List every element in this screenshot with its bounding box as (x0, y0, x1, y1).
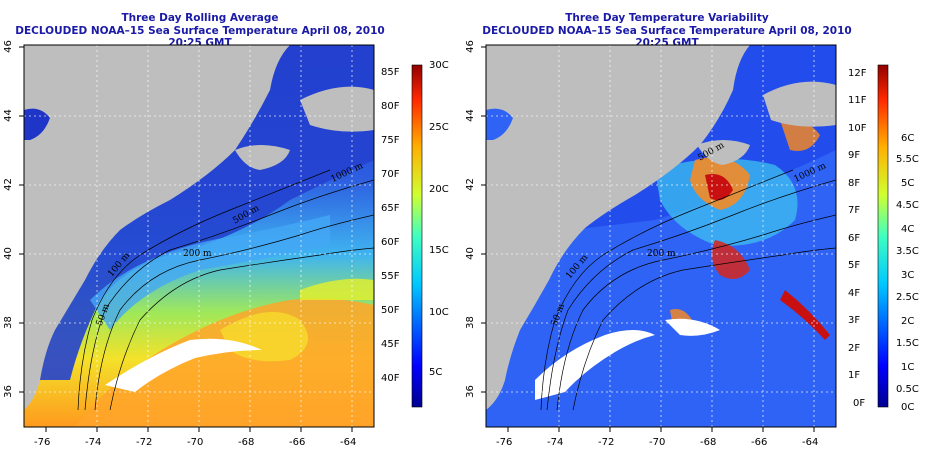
colorbar-c-label: 3C (901, 270, 915, 281)
axis-ticks (19, 46, 353, 432)
x-tick-label: -70 (187, 437, 204, 448)
graticule (24, 45, 374, 427)
colorbar-f-label: 85F (381, 67, 400, 78)
sst-variability-panel: Three Day Temperature Variability DECLOU… (465, 0, 950, 475)
colorbar-c-label: 5.5C (896, 154, 919, 165)
x-tick-label: -74 (547, 437, 564, 448)
colorbar-c-label: 5C (429, 367, 443, 378)
y-tick-label: 46 (464, 40, 476, 53)
colorbar-f-label: 3F (848, 315, 861, 326)
land-nova-scotia (300, 86, 374, 132)
colorbar-c-label: 0C (901, 402, 915, 413)
x-tick-label: -70 (649, 437, 666, 448)
colorbar-f-label: 1F (848, 370, 861, 381)
x-tick-label: -76 (34, 437, 51, 448)
colorbar-c-label: 4C (901, 224, 915, 235)
colorbar-c-label: 3.5C (896, 246, 919, 257)
colorbar-f-label: 12F (848, 68, 867, 79)
x-tick-label: -76 (496, 437, 513, 448)
missing-data-area (535, 330, 655, 400)
colorbar-f-label: 80F (381, 101, 400, 112)
x-tick-label: -72 (136, 437, 153, 448)
sst-average-panel: Three Day Rolling Average DECLOUDED NOAA… (2, 12, 449, 448)
colorbar-f-label: 60F (381, 237, 400, 248)
colorbar-c-label: 0.5C (896, 384, 919, 395)
y-tick-label: 36 (2, 385, 14, 398)
y-tick-label: 44 (2, 109, 14, 122)
colorbar-f-label: 10F (848, 123, 867, 134)
colorbar-f-label: 8F (848, 178, 861, 189)
y-tick-label: 42 (464, 178, 476, 191)
y-tick-label: 36 (464, 385, 476, 398)
y-tick-label: 42 (2, 178, 14, 191)
variability-colorbar (877, 64, 889, 408)
land-cape (235, 145, 290, 170)
x-tick-label: -74 (85, 437, 102, 448)
land-mass (486, 45, 750, 410)
colorbar-f-label: 2F (848, 343, 861, 354)
colorbar-f-label: 40F (381, 373, 400, 384)
missing-data-area (105, 338, 262, 392)
colorbar-f-label: 70F (381, 169, 400, 180)
colorbar-c-label: 1C (901, 362, 915, 373)
colorbar-c-label: 25C (429, 122, 449, 133)
x-tick-label: -64 (340, 437, 357, 448)
y-tick-label: 38 (2, 316, 14, 329)
contour-200m (94, 214, 374, 411)
colorbar-f-label: 0F (853, 398, 866, 409)
y-tick-label: 40 (2, 247, 14, 260)
sst-variability-map (481, 44, 889, 432)
colorbar-c-label: 15C (429, 245, 449, 256)
colorbar-c-label: 10C (429, 307, 449, 318)
colorbar-f-label: 7F (848, 205, 861, 216)
x-tick-label: -66 (289, 437, 306, 448)
x-tick-label: -72 (598, 437, 615, 448)
y-tick-label: 40 (464, 247, 476, 260)
colorbar-c-label: 5C (901, 178, 915, 189)
temperature-colorbar (411, 64, 423, 408)
colorbar-f-label: 11F (848, 95, 867, 106)
colorbar-f-label: 75F (381, 135, 400, 146)
x-tick-label: -66 (751, 437, 768, 448)
graticule (486, 45, 836, 427)
colorbar-f-label: 5F (848, 260, 861, 271)
contour-label: 200 m (183, 249, 212, 259)
colorbar-c-label: 4.5C (896, 200, 919, 211)
land-mass (24, 45, 290, 410)
map-title: Three Day Rolling Average (121, 12, 279, 24)
colorbar-f-label: 55F (381, 271, 400, 282)
colorbar-c-label: 1.5C (896, 338, 919, 349)
colorbar-c-label: 20C (429, 184, 449, 195)
colorbar-c-label: 30C (429, 60, 449, 71)
colorbar-f-label: 6F (848, 233, 861, 244)
contour-label: 200 m (647, 249, 676, 259)
y-tick-label: 38 (464, 316, 476, 329)
colorbar-f-label: 45F (381, 339, 400, 350)
colorbar-f-label: 65F (381, 203, 400, 214)
y-tick-label: 44 (464, 109, 476, 122)
colorbar-c-label: 2.5C (896, 292, 919, 303)
x-tick-label: -64 (802, 437, 819, 448)
land-cape (697, 140, 750, 165)
x-tick-label: -68 (238, 437, 255, 448)
contour-100m (84, 179, 374, 411)
axis-ticks (481, 46, 815, 432)
x-tick-label: -68 (700, 437, 717, 448)
contour-50m (77, 169, 331, 411)
map-title: Three Day Temperature Variability (565, 12, 769, 24)
colorbar-f-label: 50F (381, 305, 400, 316)
contour-50m (540, 169, 794, 411)
colorbar-c-label: 6C (901, 133, 915, 144)
contour-200m (556, 214, 836, 411)
colorbar-f-label: 4F (848, 288, 861, 299)
y-tick-label: 46 (2, 40, 14, 53)
contour-1000m (109, 247, 374, 411)
colorbar-f-label: 9F (848, 150, 861, 161)
colorbar-c-label: 2C (901, 316, 915, 327)
land-nova-scotia (763, 81, 836, 127)
contour-100m (546, 179, 836, 411)
sst-average-map (19, 44, 423, 432)
